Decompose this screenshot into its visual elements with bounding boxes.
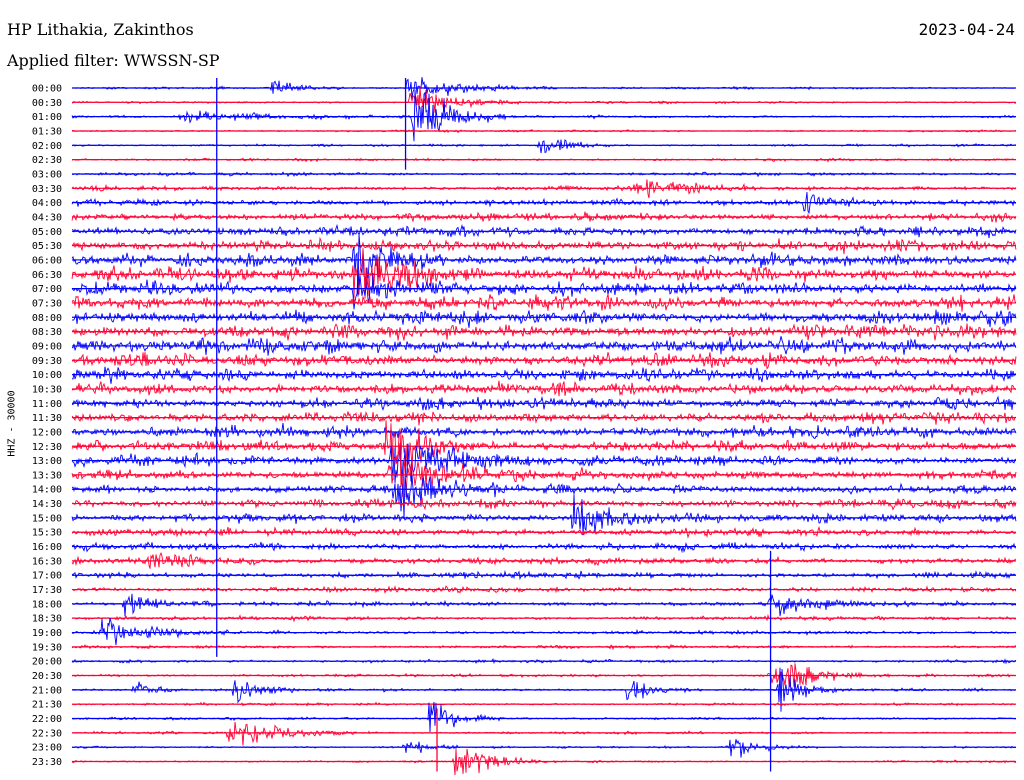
time-label: 17:30 (32, 585, 62, 596)
trace-row-1130 (71, 410, 1017, 426)
time-label: 09:00 (32, 341, 62, 352)
time-label: 10:30 (32, 384, 62, 395)
time-label: 03:30 (32, 184, 62, 195)
time-label: 23:30 (32, 757, 62, 768)
trace-row-0100 (71, 89, 1017, 142)
time-label: 07:00 (32, 284, 62, 295)
time-label: 16:00 (32, 542, 62, 553)
time-label: 18:00 (32, 599, 62, 610)
time-label: 22:00 (32, 714, 62, 725)
trace-row-0630 (71, 248, 1017, 299)
time-label: 10:00 (32, 370, 62, 381)
time-label: 19:00 (32, 628, 62, 639)
time-label: 15:30 (32, 528, 62, 539)
spike-group (216, 78, 772, 772)
time-label: 14:30 (32, 499, 62, 510)
time-label: 14:00 (32, 485, 62, 496)
trace-row-2300 (71, 739, 1017, 758)
trace-row-0800 (71, 309, 1017, 328)
time-label: 22:30 (32, 728, 62, 739)
trace-row-0030 (71, 86, 1017, 113)
time-label: 13:30 (32, 470, 62, 481)
trace-row-1000 (71, 366, 1017, 384)
filter-label: Applied filter: WWSSN-SP (7, 51, 220, 70)
trace-row-0900 (71, 336, 1017, 356)
time-label: 12:00 (32, 427, 62, 438)
time-label: 20:00 (32, 657, 62, 668)
station-title: HP Lithakia, Zakinthos (7, 20, 194, 39)
time-label: 19:30 (32, 642, 62, 653)
time-label: 16:30 (32, 556, 62, 567)
trace-row-1400 (71, 474, 1017, 520)
time-label: 01:30 (32, 126, 62, 137)
time-label: 13:00 (32, 456, 62, 467)
time-label: 21:00 (32, 685, 62, 696)
time-label: 21:30 (32, 700, 62, 711)
trace-row-2230 (71, 721, 1017, 746)
trace-row-0200 (71, 139, 1017, 154)
time-label: 05:00 (32, 227, 62, 238)
trace-row-1500 (71, 494, 1017, 536)
time-label: 05:30 (32, 241, 62, 252)
time-label: 06:00 (32, 255, 62, 266)
time-label: 04:00 (32, 198, 62, 209)
time-label: 02:30 (32, 155, 62, 166)
trace-row-0530 (71, 236, 1017, 255)
time-label: 12:30 (32, 442, 62, 453)
time-label: 06:30 (32, 270, 62, 281)
trace-row-1900 (71, 617, 1017, 646)
time-label: 07:30 (32, 298, 62, 309)
time-label-group: 00:00 00:30 01:00 01:30 02:00 02:30 03:00 03:30… (32, 84, 62, 769)
time-label: 11:30 (32, 413, 62, 424)
trace-row-1800 (71, 593, 1017, 617)
date-label: 2023-04-24 (918, 20, 1015, 39)
trace-row-2200 (71, 701, 1017, 733)
time-label: 20:30 (32, 671, 62, 682)
trace-row-1200 (71, 422, 1017, 439)
time-label: 17:00 (32, 571, 62, 582)
time-label: 00:00 (32, 84, 62, 95)
time-label: 00:30 (32, 98, 62, 109)
time-label: 01:00 (32, 112, 62, 123)
trace-row-0830 (71, 323, 1017, 341)
time-label: 08:30 (32, 327, 62, 338)
trace-row-0400 (71, 192, 1017, 215)
time-label: 02:00 (32, 141, 62, 152)
trace-row-0700 (71, 271, 1017, 310)
time-label: 08:00 (32, 313, 62, 324)
time-label: 04:30 (32, 212, 62, 223)
time-label: 03:00 (32, 169, 62, 180)
time-label: 15:00 (32, 513, 62, 524)
trace-group (71, 77, 1017, 776)
time-label: 11:00 (32, 399, 62, 410)
time-label: 09:30 (32, 356, 62, 367)
time-label: 23:00 (32, 743, 62, 754)
time-label: 18:30 (32, 614, 62, 625)
